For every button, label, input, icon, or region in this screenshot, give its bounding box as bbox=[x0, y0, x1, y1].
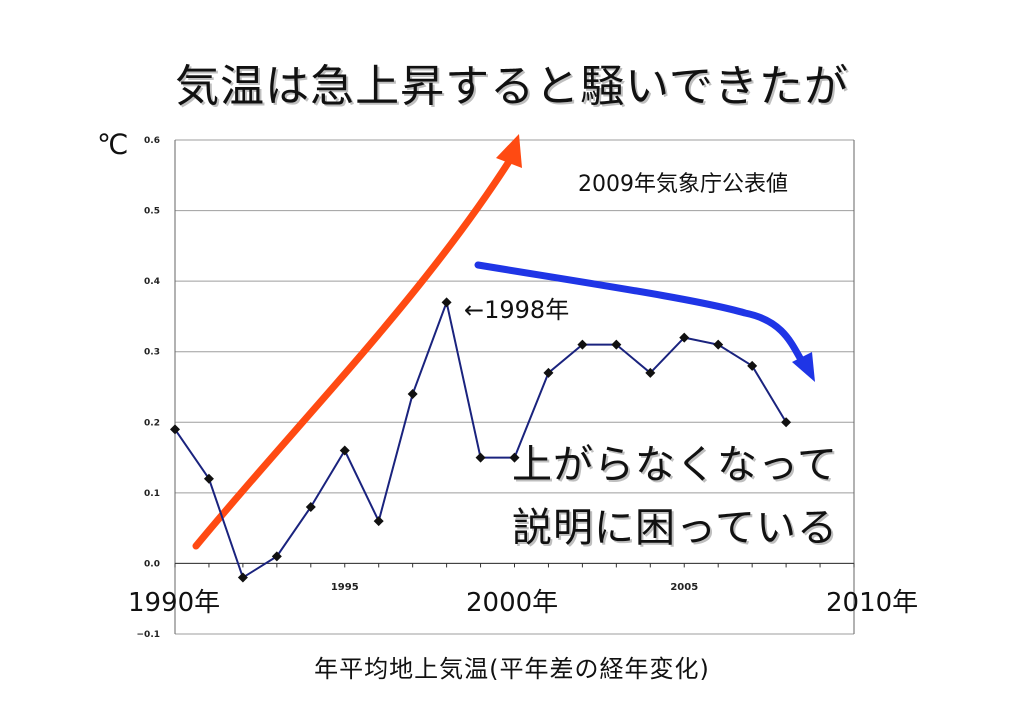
data-point bbox=[237, 572, 248, 583]
data-point bbox=[441, 297, 452, 308]
annotation-1998: ←1998年 bbox=[464, 296, 570, 324]
data-point bbox=[713, 339, 724, 350]
y-tick-label: 0.5 bbox=[144, 207, 160, 217]
y-tick-label: 0.1 bbox=[144, 489, 160, 499]
overlay-text-line1: 上がらなくなって bbox=[512, 442, 838, 488]
unit-label: ℃ bbox=[97, 128, 129, 161]
y-tick-label: −0.1 bbox=[137, 630, 160, 640]
data-point bbox=[407, 389, 418, 400]
rise-arrow-head bbox=[496, 134, 522, 168]
data-point bbox=[271, 551, 282, 562]
slide-title: 気温は急上昇すると騒いできたが bbox=[175, 61, 849, 112]
data-point bbox=[781, 417, 792, 428]
y-tick-label: 0.0 bbox=[144, 559, 160, 569]
overlay-text-line2: 説明に困っている bbox=[512, 505, 838, 551]
data-point bbox=[475, 452, 486, 463]
data-point bbox=[373, 516, 384, 527]
rise-arrow bbox=[192, 156, 514, 550]
data-point bbox=[611, 339, 622, 350]
x-label-2010: 2010年 bbox=[826, 588, 919, 618]
chart-caption: 年平均地上気温(平年差の経年変化) bbox=[314, 655, 710, 683]
y-tick-label: 0.2 bbox=[144, 418, 160, 428]
data-point bbox=[305, 501, 316, 512]
data-point bbox=[679, 332, 690, 343]
gridlines bbox=[174, 139, 855, 635]
trend-arrows bbox=[192, 134, 815, 550]
x-tick-label: 1995 bbox=[331, 582, 359, 593]
data-point bbox=[203, 473, 214, 484]
data-point bbox=[509, 452, 520, 463]
x-tick-label: 2005 bbox=[670, 582, 698, 593]
data-point bbox=[543, 367, 554, 378]
source-note: 2009年気象庁公表値 bbox=[578, 172, 788, 197]
data-point bbox=[339, 445, 350, 456]
x-label-2000: 2000年 bbox=[466, 588, 559, 618]
y-tick-label: 0.6 bbox=[144, 136, 160, 146]
fall-arrow bbox=[474, 261, 804, 362]
data-point bbox=[577, 339, 588, 350]
data-point bbox=[747, 360, 758, 371]
data-point bbox=[645, 367, 656, 378]
data-point bbox=[170, 424, 180, 435]
temperature-series bbox=[170, 297, 792, 583]
x-label-1990: 1990年 bbox=[128, 588, 221, 618]
fall-arrow-head bbox=[792, 352, 815, 382]
y-tick-label: 0.3 bbox=[144, 348, 160, 358]
x-tick-labels-small: 1995 2005 bbox=[331, 582, 698, 593]
y-tick-label: 0.4 bbox=[144, 277, 160, 287]
y-tick-labels: 0.6 0.5 0.4 0.3 0.2 0.1 0.0 −0.1 bbox=[137, 136, 160, 640]
